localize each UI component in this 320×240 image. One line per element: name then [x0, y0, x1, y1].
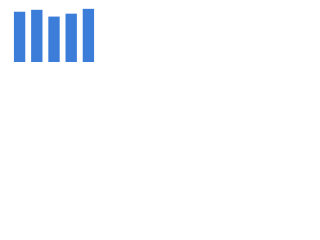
bar: [31, 9, 43, 63]
page: {"chart_data": {"type": "bar", "categori…: [0, 0, 100, 71]
bar: [48, 16, 60, 62]
chart: [13, 8, 95, 63]
bar: [82, 8, 95, 63]
bar: [65, 13, 77, 62]
bar: [13, 11, 26, 62]
